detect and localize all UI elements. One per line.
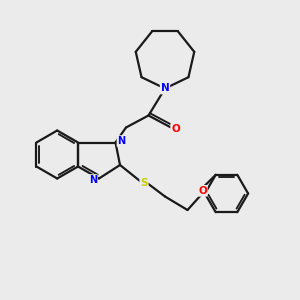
Text: N: N (89, 175, 97, 185)
Text: S: S (140, 178, 148, 188)
Text: O: O (171, 124, 180, 134)
Text: N: N (117, 136, 126, 146)
Text: O: O (198, 186, 207, 196)
Text: N: N (160, 83, 169, 94)
